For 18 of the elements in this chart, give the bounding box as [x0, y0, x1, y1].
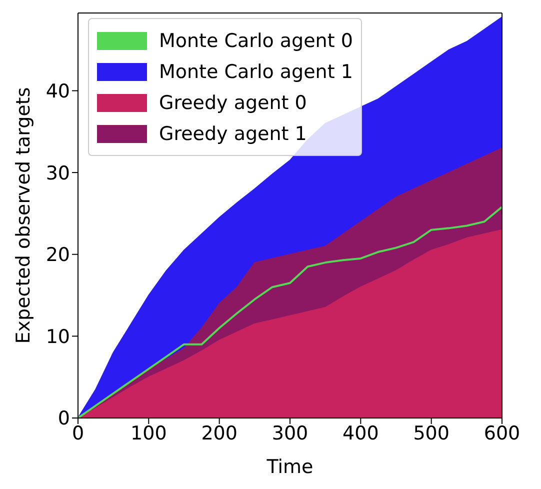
y-tick-label: 40	[46, 80, 70, 102]
x-tick-label: 500	[413, 422, 450, 444]
legend-label: Monte Carlo agent 0	[159, 30, 353, 52]
y-tick-label: 0	[58, 408, 70, 430]
legend-label: Greedy agent 0	[159, 92, 307, 114]
y-tick-label: 30	[46, 162, 70, 184]
x-tick-label: 200	[201, 422, 238, 444]
legend-label: Monte Carlo agent 1	[159, 60, 353, 82]
x-tick-label: 300	[272, 422, 308, 444]
x-tick-label: 100	[130, 422, 167, 444]
x-tick-label: 0	[72, 422, 84, 444]
x-tick-label: 600	[484, 422, 520, 444]
y-tick-label: 10	[46, 326, 70, 348]
y-tick-label: 20	[46, 244, 70, 266]
x-axis-title: Time	[266, 456, 314, 478]
x-tick-label: 400	[342, 422, 379, 444]
legend-label: Greedy agent 1	[159, 122, 307, 144]
y-axis-title: Expected observed targets	[12, 87, 35, 344]
